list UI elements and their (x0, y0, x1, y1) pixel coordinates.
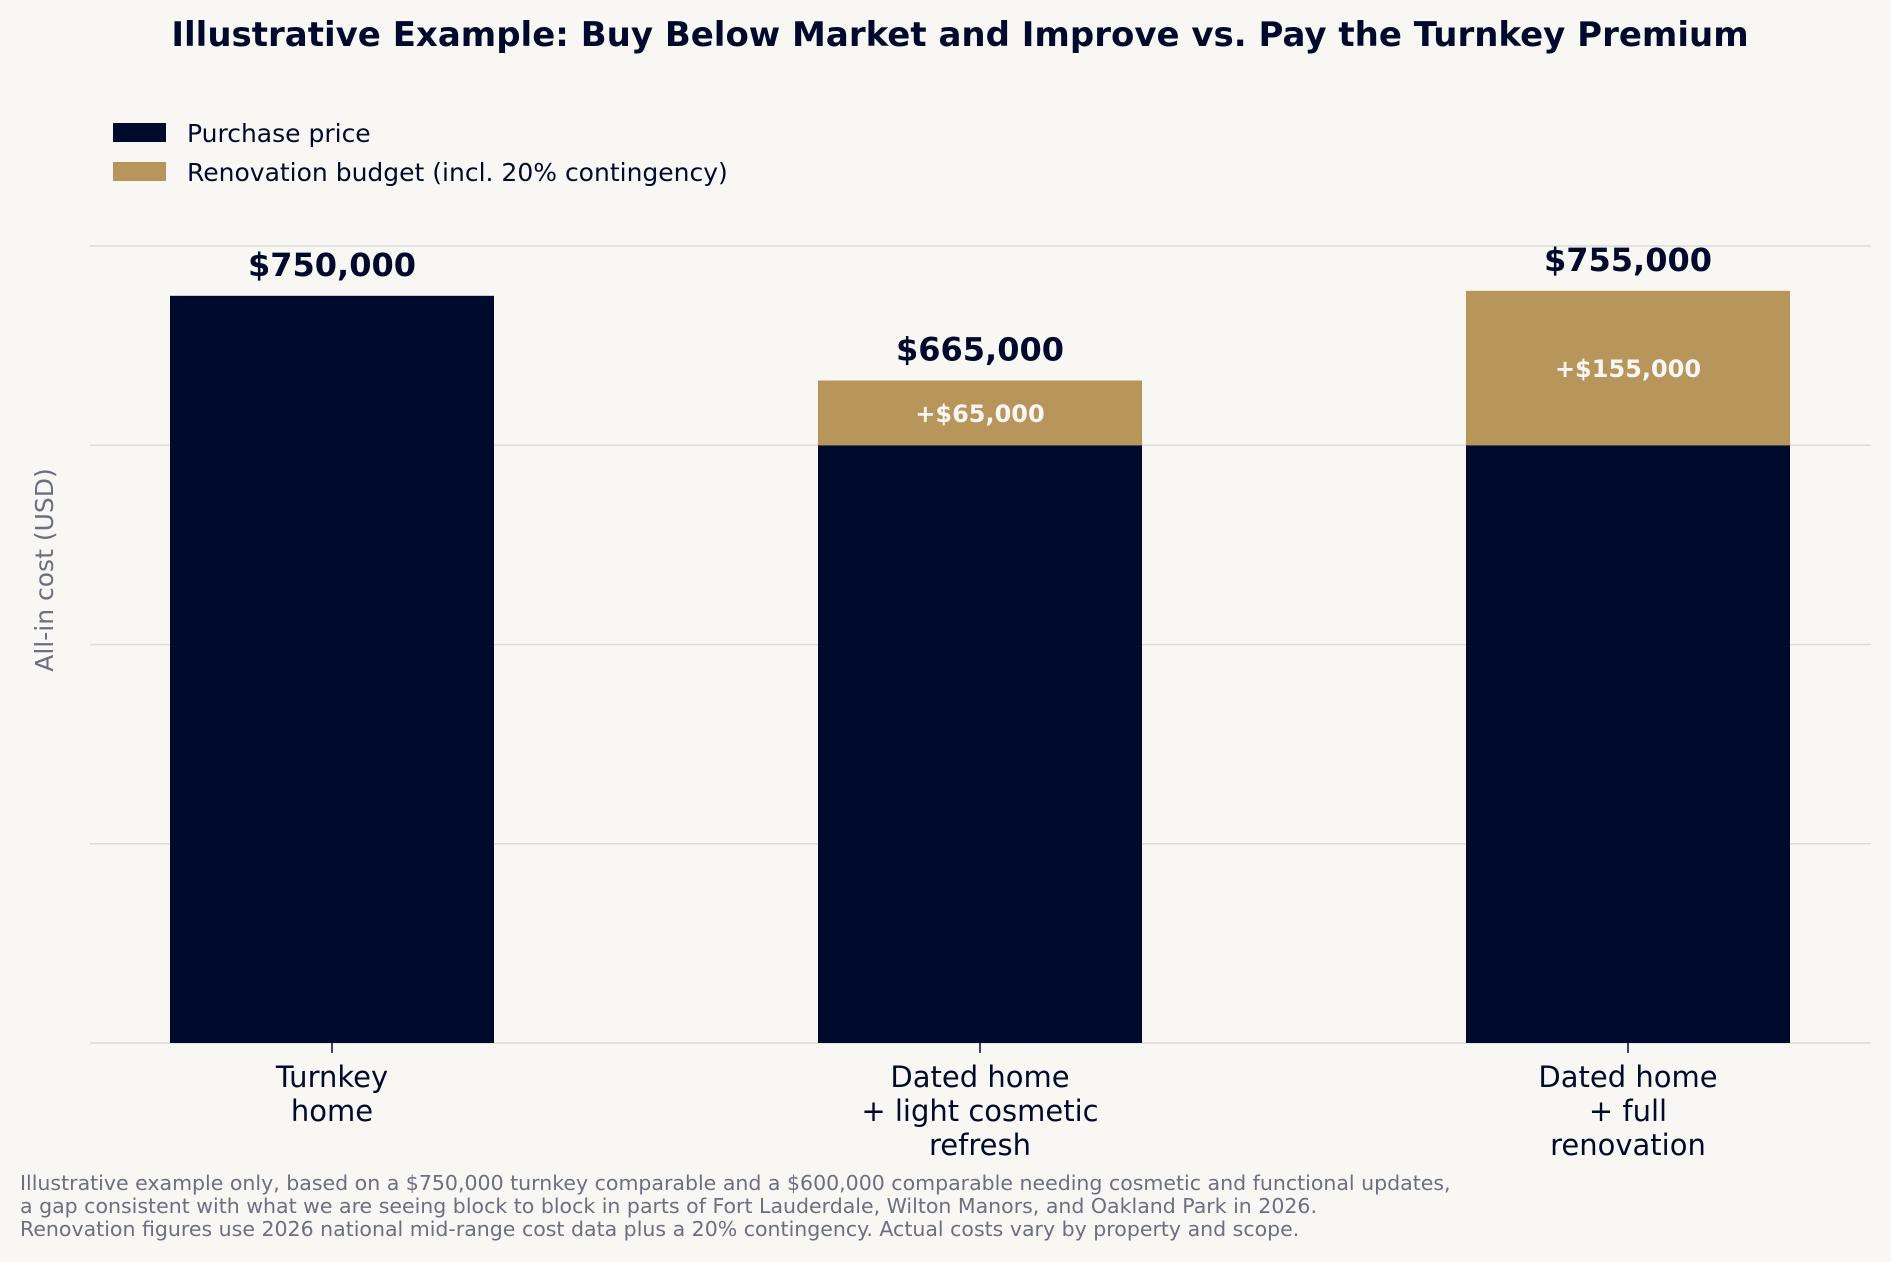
bar-labels: $750,000 +$65,000 $665,000 +$155,000 $755,00… (248, 241, 1712, 428)
legend-swatch-renovation-budget (113, 162, 166, 181)
bars (170, 290, 1790, 1043)
segment-value-label: +$65,000 (915, 400, 1044, 428)
y-axis-label: All-in cost (USD) (30, 468, 59, 672)
bar-purchase-price (1466, 445, 1790, 1043)
legend-label-purchase-price: Purchase price (187, 119, 371, 148)
total-value-label: $750,000 (248, 246, 416, 284)
x-axis: Turnkey home Dated home + light cosmetic ref… (275, 1043, 1718, 1162)
bar-renovation-budget (818, 380, 1142, 446)
bar-renovation-budget (1466, 290, 1790, 446)
footnote-line: a gap consistent with what we are seeing… (20, 1194, 1317, 1218)
x-tick-label: Dated home + light cosmetic refresh (861, 1060, 1098, 1162)
legend-label-renovation-budget: Renovation budget (incl. 20% contingency… (187, 158, 728, 187)
total-value-label: $755,000 (1544, 241, 1712, 279)
x-tick-label: Turnkey home (275, 1060, 388, 1128)
segment-value-label: +$155,000 (1555, 355, 1701, 383)
chart-title: Illustrative Example: Buy Below Market a… (171, 15, 1748, 55)
x-tick-label: Dated home + full renovation (1538, 1060, 1717, 1162)
footnote-line: Renovation figures use 2026 national mid… (20, 1217, 1300, 1241)
total-value-label: $665,000 (896, 330, 1064, 368)
legend-swatch-purchase-price (113, 123, 166, 142)
bar-purchase-price (818, 445, 1142, 1043)
footnote: Illustrative example only, based on a $7… (20, 1172, 1870, 1241)
legend: Purchase price Renovation budget (incl. … (113, 119, 728, 187)
footnote-line: Illustrative example only, based on a $7… (20, 1171, 1451, 1195)
bar-purchase-price (170, 295, 494, 1043)
